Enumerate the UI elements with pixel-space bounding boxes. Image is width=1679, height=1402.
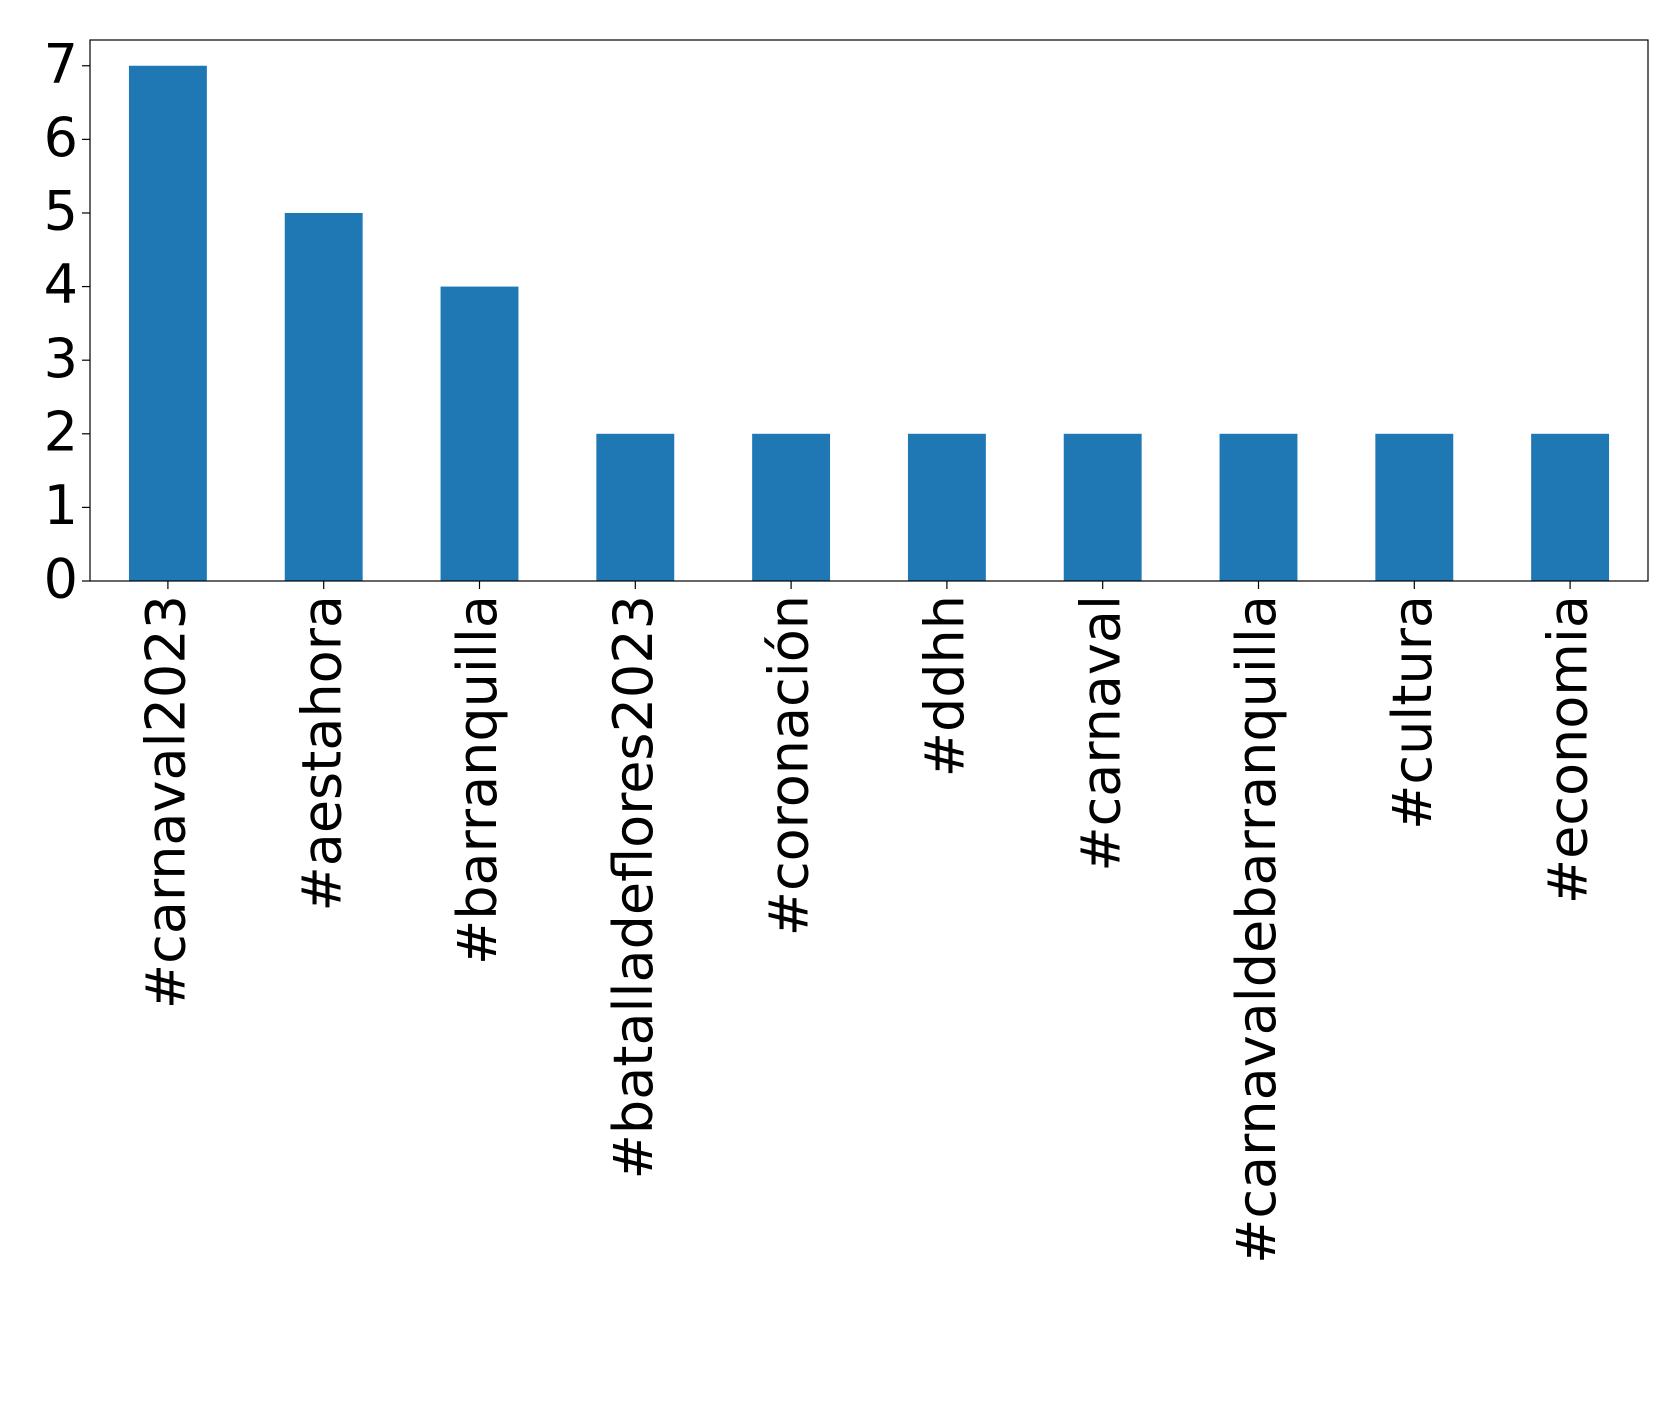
x-tick-label: #economia	[1537, 595, 1600, 904]
bar	[128, 65, 207, 581]
y-tick-label: 6	[44, 106, 78, 169]
bar	[1531, 433, 1610, 581]
bar	[440, 286, 519, 581]
y-tick-label: 1	[44, 474, 78, 537]
y-tick-label: 5	[44, 180, 78, 243]
x-tick-label: #batalladeflores2023	[602, 595, 665, 1179]
x-tick-label: #ddhh	[914, 595, 977, 777]
bar	[284, 212, 363, 582]
y-tick-label: 7	[44, 32, 78, 95]
x-tick-label: #carnavaldebarranquilla	[1225, 595, 1288, 1264]
x-tick-label: #coronación	[758, 595, 821, 936]
y-tick-label: 3	[44, 327, 78, 390]
y-tick-label: 2	[44, 400, 78, 463]
x-tick-label: #aestahora	[290, 595, 353, 912]
bar	[1219, 433, 1298, 581]
bar	[1063, 433, 1142, 581]
x-tick-label: #carnaval2023	[135, 595, 198, 1009]
bar	[907, 433, 986, 581]
bar	[1375, 433, 1454, 581]
y-tick-label: 0	[44, 548, 78, 611]
bar	[596, 433, 675, 581]
x-tick-label: #carnaval	[1069, 595, 1132, 872]
x-tick-label: #barranquilla	[446, 595, 509, 965]
bar	[752, 433, 831, 581]
x-tick-label: #cultura	[1381, 595, 1444, 830]
plot-frame	[89, 39, 1649, 582]
y-tick-label: 4	[44, 253, 78, 316]
